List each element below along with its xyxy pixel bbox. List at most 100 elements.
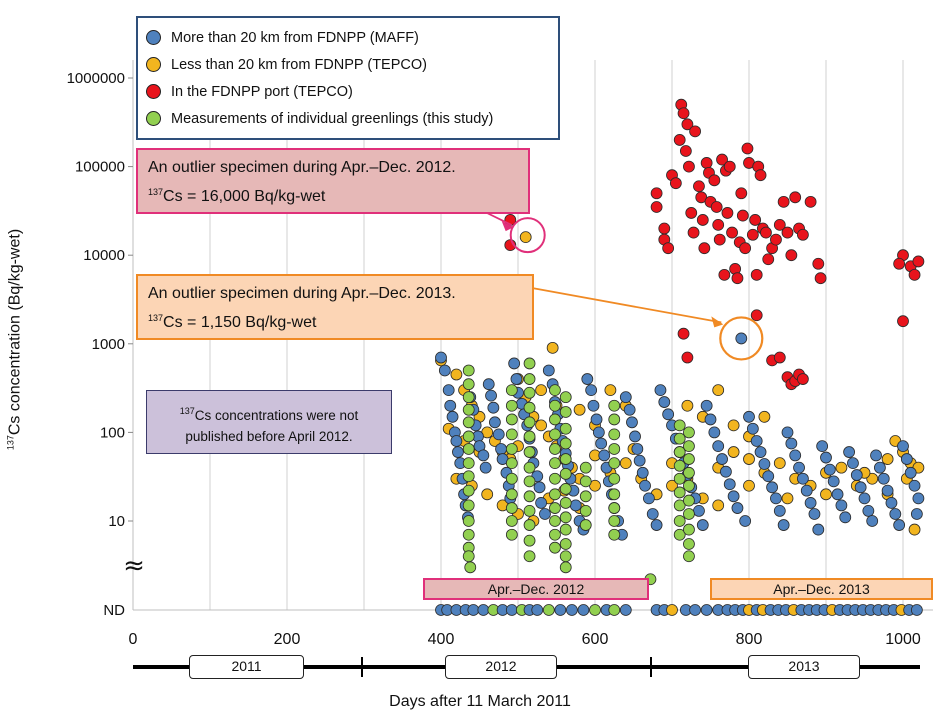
data-point	[843, 446, 855, 458]
data-point	[750, 309, 763, 322]
data-point	[629, 430, 641, 443]
data-point	[793, 461, 805, 474]
data-point	[559, 497, 572, 509]
outlier-2012-highlight	[509, 217, 546, 254]
data-point	[712, 499, 725, 512]
outlier-2012-arrowhead	[501, 221, 514, 232]
data-point	[523, 386, 536, 399]
data-point	[804, 497, 817, 509]
data-point	[812, 257, 825, 270]
data-point	[488, 416, 501, 429]
data-point	[696, 519, 709, 531]
isotope-superscript: 137	[179, 406, 195, 416]
data-point	[535, 419, 547, 432]
data-point	[673, 446, 686, 458]
data-point	[716, 153, 728, 166]
data-point	[739, 242, 752, 255]
data-point	[505, 457, 518, 470]
data-point	[633, 454, 646, 467]
nd-data-point	[619, 604, 632, 616]
data-point	[673, 459, 686, 472]
data-point	[710, 201, 723, 213]
data-point	[462, 403, 475, 416]
x-tick-label: 0	[129, 631, 138, 648]
data-point	[727, 419, 740, 432]
data-point	[559, 422, 572, 435]
data-point	[608, 515, 621, 527]
data-point	[462, 550, 475, 563]
data-point	[608, 488, 621, 501]
data-point	[608, 472, 621, 485]
data-point	[581, 373, 594, 385]
data-point	[559, 437, 572, 450]
nd-data-point	[666, 604, 678, 616]
data-point	[508, 357, 521, 370]
axis-break-symbol: ≈	[123, 551, 145, 581]
y-axis-label-superscript: 137	[5, 435, 16, 451]
data-point	[750, 268, 763, 281]
data-point	[462, 470, 475, 483]
data-point	[585, 384, 598, 397]
data-point	[835, 461, 848, 474]
year-2012-label: 2012	[445, 655, 557, 679]
data-point	[754, 446, 767, 458]
data-point	[708, 174, 721, 187]
note-line-1-text: Cs concentrations were not	[194, 408, 359, 423]
data-point	[679, 145, 692, 157]
data-point	[549, 488, 561, 501]
y-tick-label: 100	[100, 424, 125, 441]
data-point	[462, 364, 475, 377]
data-point	[446, 410, 459, 423]
data-point	[523, 505, 536, 517]
data-point	[820, 451, 832, 464]
data-point	[482, 378, 495, 391]
data-point	[789, 191, 802, 204]
data-point	[700, 157, 713, 169]
data-point	[854, 481, 867, 494]
data-point	[781, 426, 794, 439]
period-2013-label: Apr.–Dec. 2013	[710, 578, 933, 600]
data-point	[462, 457, 475, 470]
data-point	[549, 541, 561, 554]
data-point	[559, 391, 572, 404]
note-line-2: published before April 2012.	[185, 429, 353, 444]
data-point	[681, 351, 694, 364]
data-point	[785, 437, 798, 450]
legend: More than 20 km from FDNPP (MAFF) Less t…	[136, 16, 560, 140]
data-point	[718, 268, 731, 281]
data-point	[683, 523, 695, 536]
outlier-2013-arrowhead	[711, 316, 724, 328]
data-point	[673, 419, 686, 432]
legend-marker-tepco-port	[146, 84, 161, 99]
data-point	[746, 228, 759, 241]
data-point	[539, 508, 551, 520]
data-point	[444, 399, 457, 412]
isotope-superscript: 137	[148, 313, 164, 323]
data-point	[452, 446, 464, 458]
data-point	[723, 160, 736, 173]
nd-data-point	[577, 604, 590, 616]
data-point	[608, 457, 621, 470]
y-tick-label: 1000000	[67, 70, 125, 87]
nd-data-point	[467, 604, 480, 616]
data-point	[650, 187, 663, 200]
data-point	[673, 528, 686, 541]
data-point	[773, 505, 786, 517]
data-point	[908, 523, 921, 536]
data-point	[549, 457, 561, 470]
data-point	[523, 519, 536, 531]
data-point	[608, 443, 621, 455]
data-point	[696, 214, 709, 226]
legend-item-tepco-port: In the FDNPP port (TEPCO)	[146, 78, 550, 105]
data-point	[549, 399, 561, 412]
data-point	[549, 515, 561, 527]
data-point	[885, 497, 898, 509]
y-axis-label-text: Cs concentration (Bq/kg-wet)	[6, 228, 24, 436]
nd-data-point	[477, 604, 490, 616]
legend-marker-maff	[146, 30, 161, 45]
data-point	[636, 466, 649, 479]
data-point	[505, 443, 518, 455]
data-point	[781, 226, 794, 239]
x-tick-label: 1000	[885, 631, 921, 648]
data-point	[781, 492, 794, 505]
